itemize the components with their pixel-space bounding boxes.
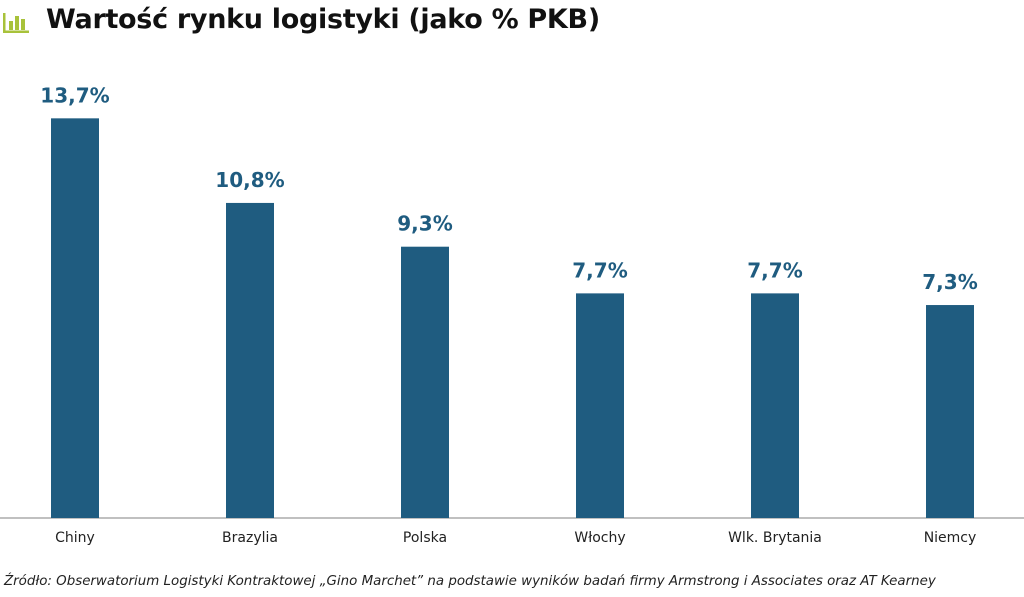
bar-value-label: 7,7%: [747, 258, 802, 282]
bar-chart-icon: [3, 13, 29, 33]
category-label: Chiny: [55, 530, 95, 546]
category-label: Włochy: [574, 530, 625, 546]
chart-title: Wartość rynku logistyki (jako % PKB): [46, 4, 600, 35]
bar: [401, 246, 449, 519]
category-label: Brazylia: [222, 530, 278, 546]
bar: [576, 293, 624, 518]
bar-value-label: 7,3%: [922, 270, 977, 294]
category-label: Niemcy: [924, 530, 977, 546]
bar: [51, 118, 99, 519]
bar: [751, 293, 799, 518]
bar-chart: 13,7% Chiny 10,8% Brazylia 9,3% Polska 7,7% Wło…: [0, 83, 1024, 546]
bar: [226, 202, 274, 518]
category-label: Polska: [403, 530, 447, 546]
bar-value-label: 10,8%: [215, 168, 284, 192]
category-label: Wlk. Brytania: [728, 530, 822, 546]
bar-value-label: 9,3%: [397, 212, 452, 236]
bar-value-label: 7,7%: [572, 258, 627, 282]
source-note: Źródło: Obserwatorium Logistyki Kontrakt…: [4, 574, 936, 589]
bar-value-label: 13,7%: [40, 83, 109, 107]
bar: [926, 305, 974, 518]
